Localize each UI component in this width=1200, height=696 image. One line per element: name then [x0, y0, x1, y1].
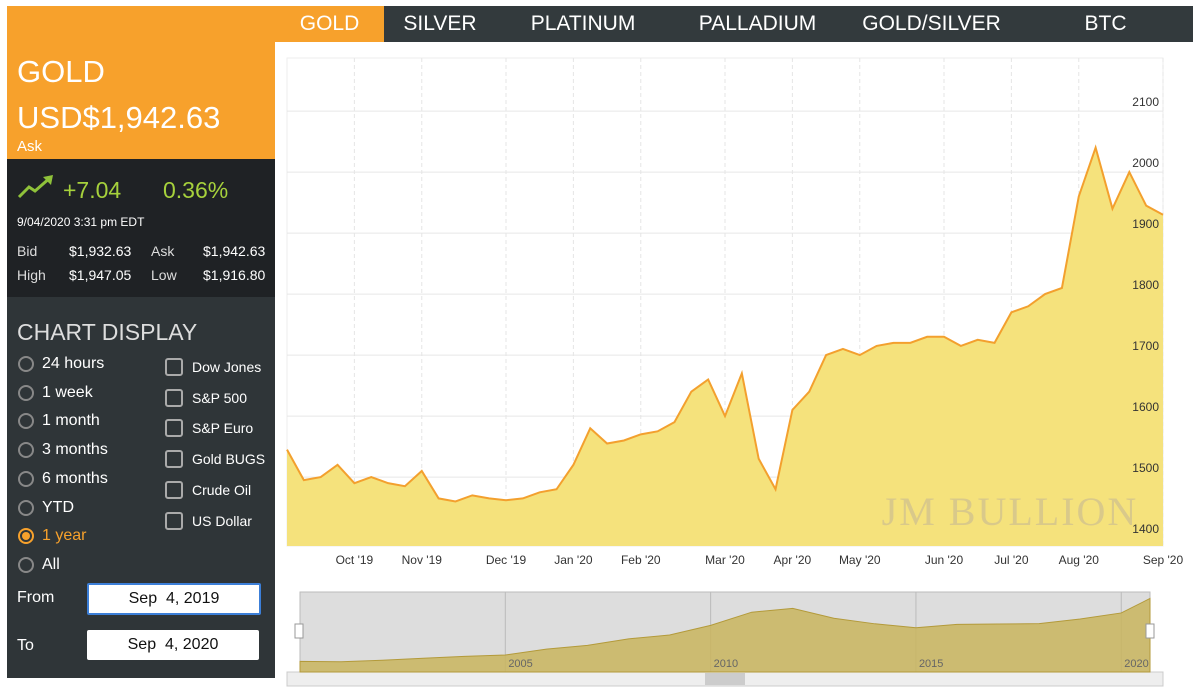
radio-button[interactable]: [18, 356, 34, 372]
quote-value: $1,916.80: [203, 267, 266, 283]
x-tick-label: Sep '20: [1143, 553, 1184, 567]
checkbox-label[interactable]: US Dollar: [192, 512, 252, 529]
trend-icon: [17, 175, 53, 199]
radio-label[interactable]: YTD: [42, 498, 74, 516]
from-label: From: [17, 589, 55, 606]
radio-label[interactable]: 1 month: [42, 412, 100, 430]
tab[interactable]: SILVER: [403, 12, 477, 35]
radio-label[interactable]: 1 week: [42, 383, 93, 401]
x-tick-label: Aug '20: [1059, 553, 1100, 567]
radio-label[interactable]: 3 months: [42, 441, 108, 459]
tab-bar: GOLD SILVER PLATINUM PALLADIUM GOLD/SILVER BT…: [275, 6, 1193, 42]
tab[interactable]: BTC: [1084, 12, 1127, 35]
x-tick-label: Feb '20: [621, 553, 661, 567]
y-tick-label: 1700: [1132, 339, 1159, 353]
y-tick-label: 2100: [1132, 95, 1159, 109]
checkbox[interactable]: [165, 511, 183, 530]
y-tick-label: 1800: [1132, 278, 1159, 292]
price: USD$1,942.63: [17, 100, 221, 135]
checkbox-label[interactable]: S&P 500: [192, 389, 248, 406]
radio-button[interactable]: [18, 413, 34, 430]
radio-label[interactable]: 6 months: [42, 469, 108, 487]
radio-button[interactable]: [18, 528, 34, 545]
metal-name: GOLD: [17, 54, 105, 89]
checkbox-label[interactable]: S&P Euro: [192, 420, 254, 437]
y-tick-label: 1500: [1132, 461, 1159, 475]
line: [286, 144, 1164, 503]
x-tick-label: Apr '20: [774, 553, 812, 567]
quote-value: $1,932.63: [69, 243, 132, 259]
quote-value: $1,942.63: [203, 243, 266, 259]
tab[interactable]: PLATINUM: [530, 12, 636, 35]
radio-button[interactable]: [18, 470, 34, 487]
chart-display-panel: CHART DISPLAY From Sep 4, 2019 To Sep 4,…: [7, 297, 275, 678]
navigator-tick-label: 2015: [919, 658, 943, 670]
checkbox[interactable]: [165, 388, 183, 407]
price-type: Ask: [17, 138, 43, 155]
navigator-tick-label: 2005: [508, 658, 532, 670]
change: +7.04: [63, 177, 122, 203]
radio-label[interactable]: 24 hours: [42, 355, 105, 372]
x-tick-label: May '20: [839, 553, 881, 567]
y-tick-label: 1600: [1132, 400, 1159, 414]
from-input[interactable]: Sep 4, 2019: [87, 583, 261, 615]
quote-value: $1,947.05: [69, 267, 132, 283]
tab[interactable]: GOLD/SILVER: [862, 12, 1001, 35]
checkbox[interactable]: [165, 419, 183, 438]
navigator-tick-label: 2010: [714, 658, 738, 670]
chart: JM BULLION 1400 1500 1600 1700 1800 1900 2000 2…: [286, 57, 1184, 687]
checkbox[interactable]: [165, 480, 183, 499]
watermark: JM BULLION: [882, 489, 1139, 534]
checkbox[interactable]: [165, 358, 183, 376]
quote-label: High: [17, 267, 46, 283]
radio-button[interactable]: [18, 556, 34, 573]
checkbox[interactable]: [165, 450, 183, 469]
quote-label: Ask: [151, 243, 175, 259]
x-tick-label: Oct '19: [336, 553, 374, 567]
tab[interactable]: GOLD: [275, 6, 384, 42]
scrollbar-thumb[interactable]: [705, 673, 745, 685]
tab[interactable]: PALLADIUM: [698, 12, 817, 35]
quote-label: Low: [151, 267, 177, 283]
radio-button[interactable]: [18, 442, 34, 459]
x-tick-label: Jul '20: [994, 553, 1029, 567]
quote-label: Bid: [17, 243, 38, 259]
area: [287, 147, 1163, 547]
y-tick-label: 2000: [1132, 156, 1159, 170]
radio-label[interactable]: 1 year: [42, 527, 87, 545]
timestamp: 9/04/2020 3:31 pm EDT: [17, 215, 145, 229]
price-panel: GOLD USD$1,942.63 Ask: [7, 6, 275, 159]
x-tick-label: Jun '20: [925, 553, 964, 567]
to-input[interactable]: Sep 4, 2020: [87, 630, 259, 660]
checkbox-label[interactable]: Crude Oil: [192, 481, 252, 498]
y-tick-label: 1900: [1132, 217, 1159, 231]
navigator-area: [299, 597, 1151, 673]
checkbox-label[interactable]: Dow Jones: [192, 359, 262, 375]
radio-label[interactable]: All: [42, 555, 60, 573]
section-title: CHART DISPLAY: [17, 319, 198, 345]
navigator-handle[interactable]: [1145, 623, 1155, 639]
y-tick-label: 1400: [1132, 522, 1159, 536]
x-tick-label: Mar '20: [705, 553, 745, 567]
change-percent: 0.36%: [163, 177, 229, 203]
quote-panel: +7.04 0.36% 9/04/2020 3:31 pm EDT Bid $1,…: [7, 159, 275, 297]
x-tick-label: Jan '20: [554, 553, 593, 567]
checkbox-label[interactable]: Gold BUGS: [192, 451, 266, 468]
navigator-handle[interactable]: [294, 623, 304, 639]
radio-button[interactable]: [18, 384, 34, 401]
to-label: To: [17, 637, 34, 654]
navigator-tick-label: 2020: [1124, 658, 1148, 670]
radio-button[interactable]: [18, 499, 34, 516]
x-tick-label: Nov '19: [402, 553, 443, 567]
x-tick-label: Dec '19: [486, 553, 527, 567]
